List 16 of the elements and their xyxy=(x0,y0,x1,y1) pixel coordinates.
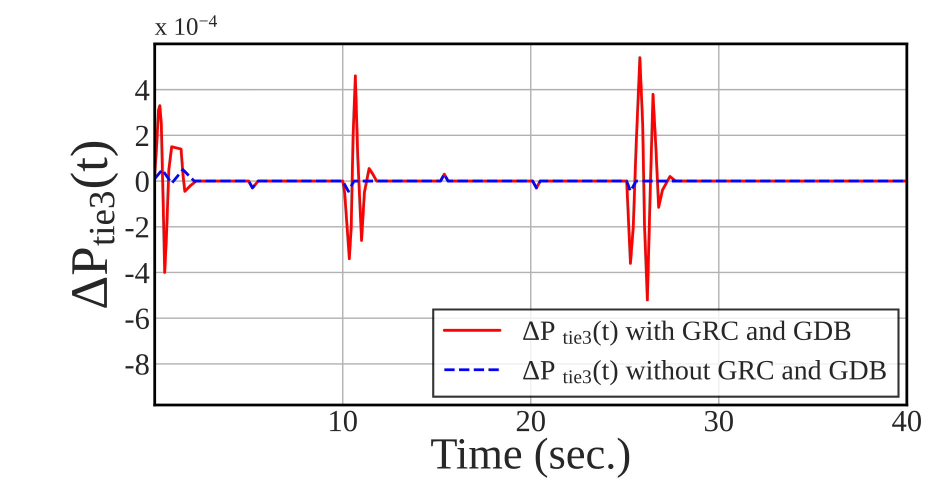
x-tick-label: 40 xyxy=(892,410,921,432)
legend-label: ΔP $_{tie3}$(t) with GRC and GDB xyxy=(523,320,850,346)
y-tick-label: -8 xyxy=(126,354,149,375)
y-tick-label: -2 xyxy=(126,217,148,238)
y-tick-label: 0 xyxy=(136,171,149,192)
y-axis-title: ΔP$_{tie3}$(t) xyxy=(70,142,118,308)
y-tick-label: 2 xyxy=(136,126,148,146)
text: x 10$^{−4}$ xyxy=(154,15,218,36)
x-tick-label: 10 xyxy=(330,410,357,432)
x-tick-label: 30 xyxy=(704,410,733,432)
y-tick-label: 4 xyxy=(135,80,150,100)
y-tick-label: -4 xyxy=(126,262,150,284)
legend-label: ΔP $_{tie3}$(t) without GRC and GDB xyxy=(523,360,886,386)
x-axis-title: Time (sec.) xyxy=(431,438,630,478)
x-tick-label: 20 xyxy=(516,410,545,432)
y-tick-label: -6 xyxy=(126,308,149,330)
